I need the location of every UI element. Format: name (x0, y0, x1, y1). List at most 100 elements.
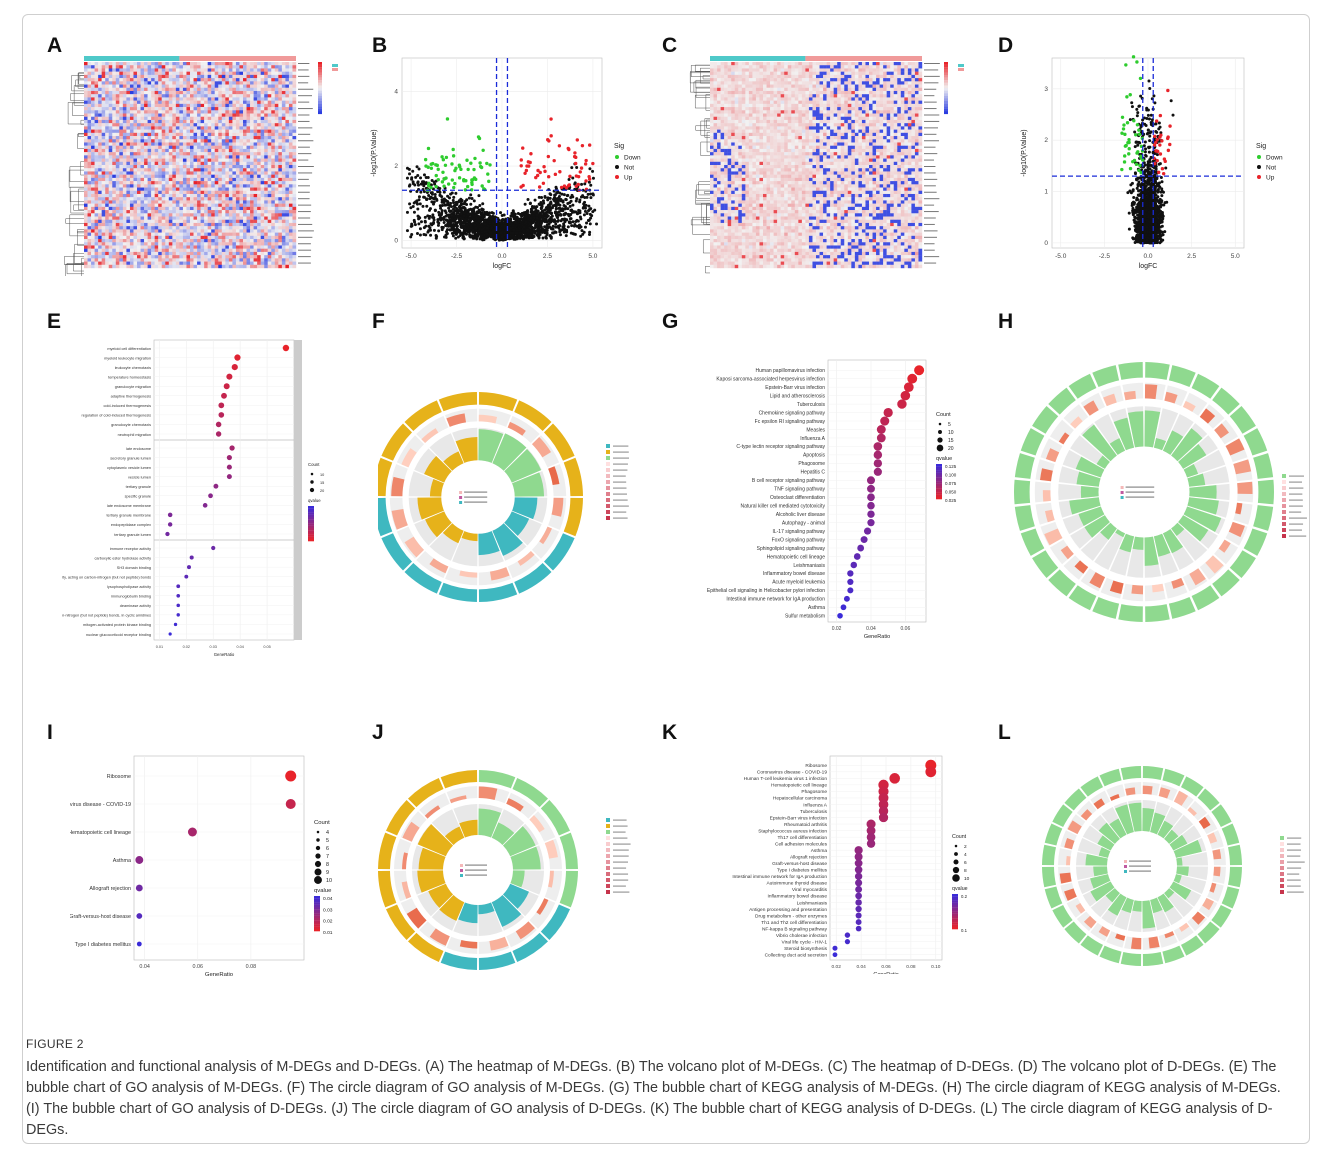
point-not (576, 211, 580, 215)
point-not (558, 212, 562, 216)
point-not (411, 169, 415, 173)
point-not (491, 211, 495, 215)
point-not (1134, 220, 1138, 224)
point-up (547, 174, 551, 179)
point-not (445, 203, 449, 207)
point-not (485, 226, 489, 230)
point-not (455, 222, 459, 226)
point-not (566, 225, 570, 229)
point-not (1160, 211, 1164, 215)
point-not (453, 205, 457, 209)
y-tick-label: 4 (394, 89, 398, 96)
point-down (1127, 137, 1131, 142)
point-not (579, 217, 583, 221)
legend-count-value: 10 (320, 473, 324, 477)
category-label: tertiary granule (126, 485, 151, 489)
volcano-plot-d-degs: -5.0 -2.5 0.0 2.5 5.00123logFC-log10(P.Value… (1021, 55, 1283, 270)
point-not (488, 221, 492, 225)
point-not (1148, 167, 1152, 171)
point-not (1130, 101, 1134, 105)
point-not (538, 211, 542, 215)
point-not (442, 218, 446, 222)
legend-count-value: 4 (326, 830, 329, 836)
legend-disease-swatch (958, 68, 964, 71)
category-label: Hematopoietic cell lineage (70, 830, 131, 836)
category-label: Autophagy - animal (782, 520, 825, 526)
point-not (581, 194, 585, 198)
point-not (536, 209, 540, 213)
point-not (552, 218, 556, 222)
point-not (1143, 163, 1147, 167)
point-not (541, 214, 545, 218)
category-label: vesicle lumen (128, 475, 151, 479)
bubble-point (202, 503, 208, 508)
point-not (535, 216, 539, 220)
point-not (447, 196, 451, 200)
point-not (446, 200, 450, 204)
point-not (553, 197, 557, 201)
point-not (1143, 214, 1147, 218)
point-not (1131, 206, 1135, 210)
point-not (490, 226, 494, 230)
point-down (1137, 132, 1142, 137)
point-not (545, 228, 549, 232)
bubble-point (215, 431, 222, 437)
point-down (1133, 133, 1138, 137)
point-not (1135, 223, 1139, 227)
point-not (1137, 180, 1141, 184)
facet-strip (294, 340, 302, 640)
point-not (1143, 150, 1147, 154)
y-tick-label: 2 (1044, 137, 1048, 144)
point-not (1157, 204, 1161, 208)
point-not (526, 198, 530, 202)
qvalue-gradient (308, 523, 314, 526)
point-not (1148, 197, 1152, 201)
point-not (1153, 229, 1157, 233)
category-label: late endosome (126, 447, 151, 451)
point-not (1130, 181, 1134, 185)
point-not (575, 165, 579, 169)
point-not (472, 199, 476, 203)
qvalue-gradient (936, 497, 942, 500)
point-not (583, 209, 587, 213)
bubble-point (837, 612, 843, 619)
point-not (452, 201, 456, 205)
point-up (573, 161, 578, 166)
point-down (470, 178, 475, 182)
point-not (482, 236, 486, 240)
point-up (541, 181, 546, 185)
point-not (1148, 204, 1152, 208)
point-not (432, 220, 436, 224)
bubble-point (866, 476, 875, 485)
y-tick-label: 2 (394, 163, 398, 170)
point-up (1166, 88, 1170, 93)
point-up (576, 182, 580, 187)
point-not (544, 225, 548, 229)
point-not (1148, 228, 1152, 232)
point-up (1160, 167, 1165, 171)
point-not (430, 179, 434, 183)
point-not (569, 217, 573, 221)
point-not (1153, 101, 1157, 105)
point-not (450, 231, 454, 235)
point-down (481, 148, 485, 152)
point-up (559, 185, 564, 190)
point-not (1145, 116, 1149, 120)
point-not (518, 231, 522, 235)
category-label: cold-induced thermogenesis (104, 404, 152, 408)
point-not (422, 232, 426, 236)
x-tick-label: 2.5 (1187, 253, 1196, 260)
category-label: Allograft rejection (89, 886, 131, 892)
point-not (422, 195, 426, 199)
point-not (450, 225, 454, 229)
point-down (1132, 119, 1136, 123)
panel-label-g: G (662, 310, 679, 333)
point-not (1160, 194, 1164, 198)
point-down (1136, 150, 1140, 154)
point-not (1148, 230, 1152, 234)
row-dendrogram (689, 64, 710, 274)
point-not (485, 232, 489, 236)
point-not (454, 203, 458, 207)
point-not (1159, 176, 1163, 180)
